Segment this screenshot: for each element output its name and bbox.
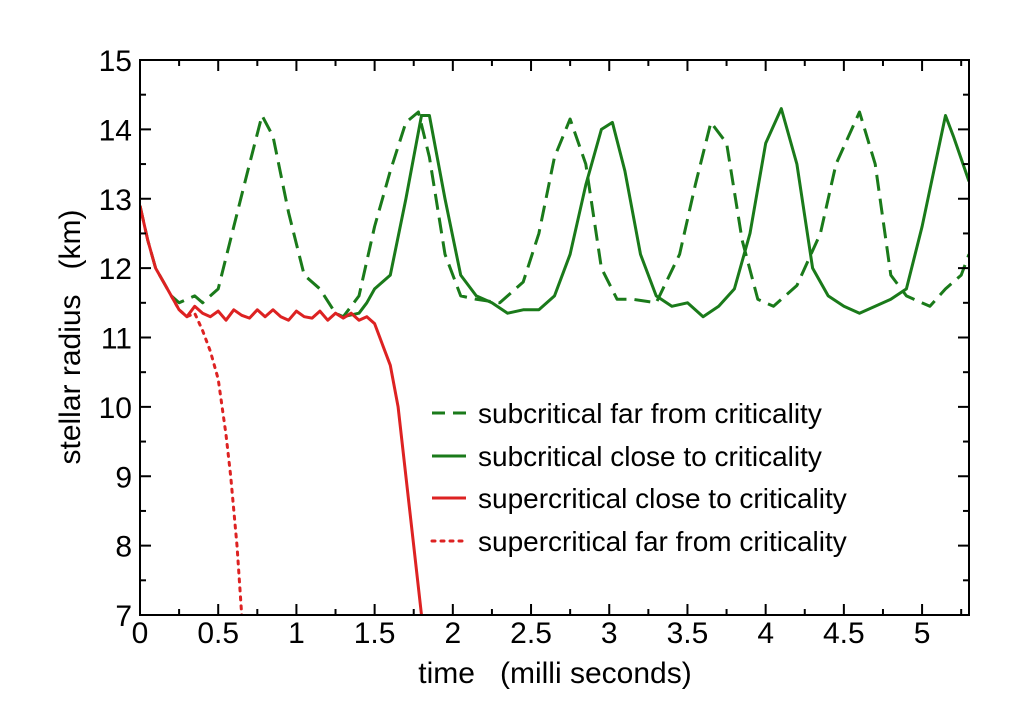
x-axis-title: time (milli seconds) (418, 657, 691, 690)
y-tick-label: 10 (99, 392, 132, 425)
x-tick-label: 3.5 (667, 617, 709, 650)
series-line-supercritical-close-to-criticality (140, 205, 423, 615)
x-tick-label: 3 (601, 617, 618, 650)
y-tick-label: 7 (115, 600, 132, 633)
legend-label: supercritical far from criticality (478, 526, 847, 557)
y-tick-label: 15 (99, 45, 132, 78)
x-tick-label: 1 (288, 617, 305, 650)
series-line-subcritical-close-to-criticality (342, 107, 969, 319)
y-tick-label: 14 (99, 114, 132, 147)
x-tick-label: 5 (914, 617, 931, 650)
legend-label: subcritical far from criticality (478, 398, 822, 429)
y-tick-label: 13 (99, 184, 132, 217)
tick-labels-layer: 0 0.5 1 1.5 2 2.5 3 3.5 4 4.5 5 7 8 9 10 11 12 13 14 15 (99, 45, 931, 650)
y-tick-label: 12 (99, 253, 132, 286)
x-tick-label: 2.5 (510, 617, 552, 650)
series-line-supercritical-far-from-criticality (169, 294, 244, 615)
y-axis-title: stellar radius (km) (54, 209, 87, 464)
legend: subcritical far from criticality subcriti… (430, 398, 847, 557)
series-layer (140, 107, 969, 615)
x-tick-label: 4.5 (823, 617, 865, 650)
ticks-layer (139, 59, 969, 616)
x-tick-label: 0.5 (197, 617, 239, 650)
x-tick-label: 1.5 (354, 617, 396, 650)
legend-label: subcritical close to criticality (478, 441, 822, 472)
y-tick-label: 9 (115, 461, 132, 494)
x-tick-label: 2 (444, 617, 461, 650)
x-tick-label: 4 (757, 617, 774, 650)
y-tick-label: 8 (115, 531, 132, 564)
legend-label: supercritical close to criticality (478, 483, 847, 514)
x-tick-label: 0 (132, 617, 149, 650)
series-line-subcritical-far-from-criticality (140, 110, 969, 319)
y-tick-label: 11 (101, 323, 132, 356)
